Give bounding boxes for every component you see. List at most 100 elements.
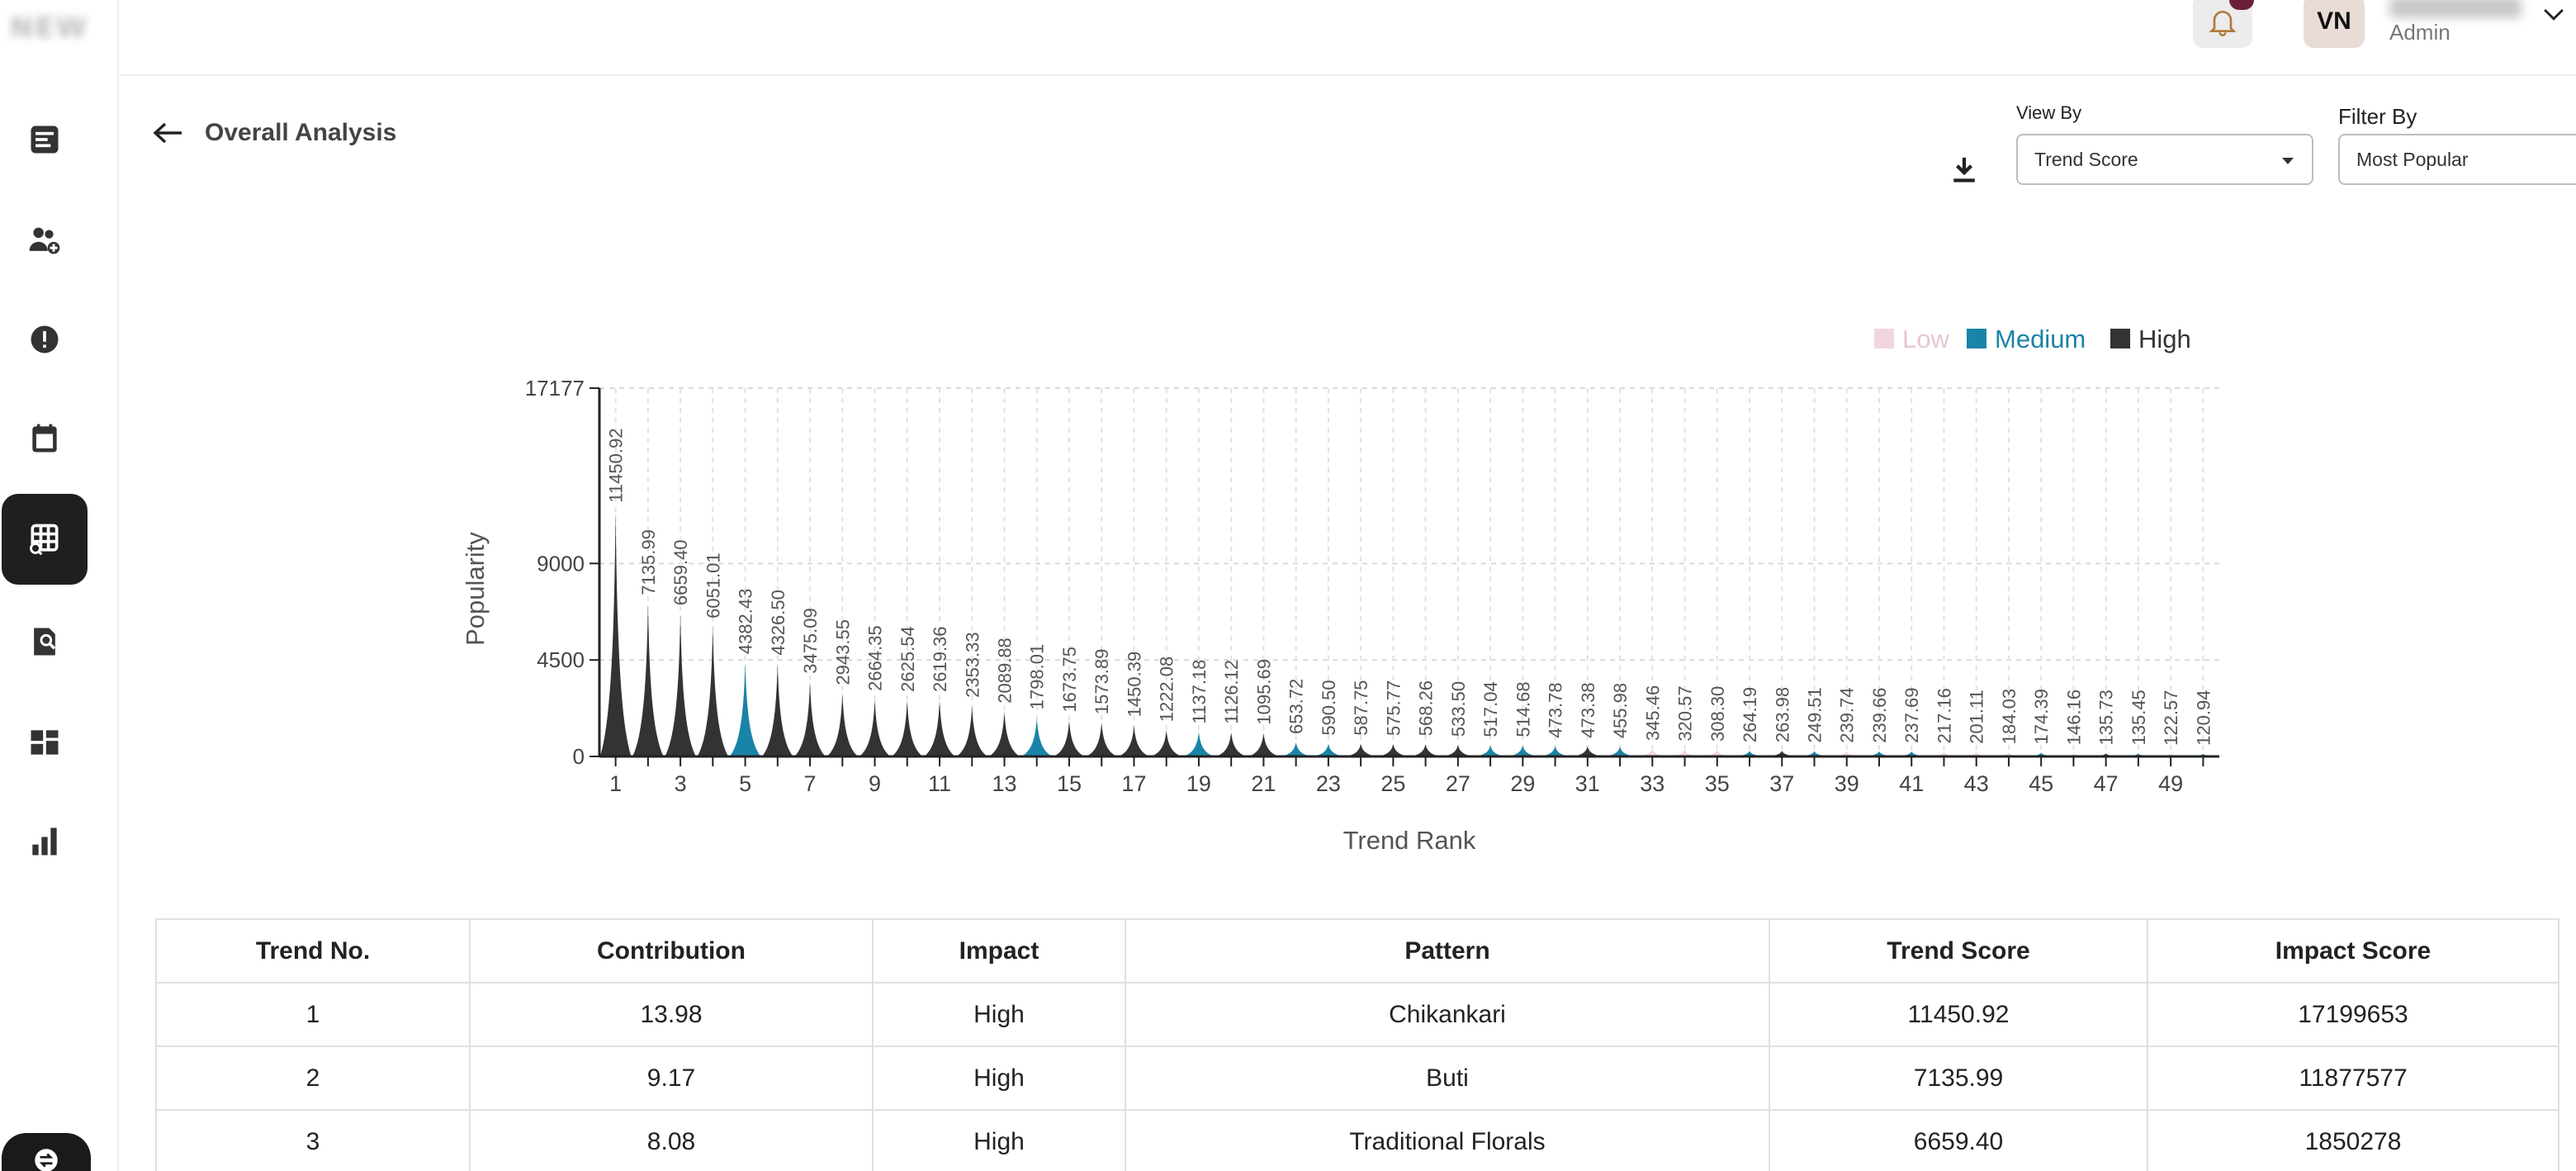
column-header-impact[interactable]: Impact bbox=[872, 918, 1126, 984]
chart-bar[interactable] bbox=[1475, 745, 1506, 756]
download-icon[interactable] bbox=[1950, 154, 1978, 185]
chart-bar[interactable] bbox=[1604, 747, 1636, 756]
column-header-contribution[interactable]: Contribution bbox=[469, 918, 874, 984]
sidebar-item-analytics[interactable] bbox=[2, 796, 88, 887]
chart-marks: 11450.92 7135.99 6659.40 6051.01 4382.43 4326… bbox=[599, 429, 2219, 756]
legend-swatch bbox=[1874, 329, 1894, 348]
chart-bar[interactable] bbox=[1701, 749, 1733, 756]
legend-swatch bbox=[2110, 329, 2130, 348]
chart-bar[interactable] bbox=[1571, 746, 1603, 756]
avatar[interactable]: VN bbox=[2304, 0, 2365, 48]
table-row[interactable]: 3 8.08 High Traditional Florals 6659.40 … bbox=[155, 1109, 2559, 1171]
chart-bar[interactable] bbox=[1669, 749, 1701, 756]
cell-trend-no: 2 bbox=[155, 1045, 471, 1111]
chart-bar[interactable] bbox=[1830, 751, 1863, 756]
cell-trend-score: 6659.40 bbox=[1769, 1109, 2148, 1171]
legend-label[interactable]: Medium bbox=[1995, 325, 2086, 353]
chart-bar[interactable] bbox=[1507, 745, 1539, 756]
chart-bar[interactable] bbox=[1734, 751, 1765, 756]
chart-bar[interactable] bbox=[1313, 743, 1344, 756]
chart-bar[interactable] bbox=[1409, 744, 1442, 756]
chart-bar[interactable] bbox=[1960, 751, 1992, 756]
chart-bar[interactable] bbox=[794, 681, 826, 756]
chart-bar[interactable] bbox=[1020, 718, 1053, 756]
sidebar-item-users[interactable] bbox=[2, 195, 88, 286]
chart-bar[interactable] bbox=[1863, 751, 1895, 756]
cell-pattern: Chikankari bbox=[1125, 982, 1770, 1047]
chart-bar[interactable] bbox=[1636, 749, 1669, 756]
sidebar-toggle-button[interactable] bbox=[2, 1133, 91, 1171]
sidebar-item-reports[interactable] bbox=[2, 94, 88, 185]
sidebar-item-calendar[interactable] bbox=[2, 393, 88, 484]
legend-label[interactable]: Low bbox=[1902, 325, 1949, 353]
x-tick-label: 29 bbox=[1510, 771, 1535, 796]
data-label: 1137.18 bbox=[1189, 660, 1210, 724]
chart-bar[interactable] bbox=[2090, 753, 2122, 756]
x-tick-label: 3 bbox=[675, 771, 687, 796]
chart-bar[interactable] bbox=[2025, 752, 2057, 756]
x-tick-label: 41 bbox=[1899, 771, 1924, 796]
chart-bar[interactable] bbox=[1345, 743, 1376, 756]
x-tick-label: 33 bbox=[1640, 771, 1664, 796]
calendar-icon bbox=[32, 424, 57, 453]
chart-bar[interactable] bbox=[665, 614, 696, 756]
chart-bar[interactable] bbox=[1054, 720, 1085, 756]
chart-bar[interactable] bbox=[1896, 751, 1928, 756]
x-tick-label: 43 bbox=[1964, 771, 1989, 796]
chart-bar[interactable] bbox=[924, 699, 955, 756]
chart-bar[interactable] bbox=[1798, 751, 1830, 756]
chart-bar[interactable] bbox=[761, 663, 793, 756]
chart-bar[interactable] bbox=[1215, 732, 1248, 756]
chart-bar[interactable] bbox=[2187, 753, 2219, 756]
view-by-select[interactable]: Trend Score bbox=[2016, 134, 2313, 185]
chart-bar[interactable] bbox=[891, 699, 923, 756]
chart-bar[interactable] bbox=[956, 705, 988, 756]
chart-bar[interactable] bbox=[1150, 730, 1182, 756]
chart-bar[interactable] bbox=[859, 699, 891, 756]
x-tick-label: 49 bbox=[2158, 771, 2183, 796]
chevron-down-icon[interactable] bbox=[2541, 5, 2566, 25]
filter-by-select[interactable]: Most Popular bbox=[2338, 134, 2576, 185]
column-header-trend-score[interactable]: Trend Score bbox=[1769, 918, 2148, 984]
chart-bar[interactable] bbox=[1442, 745, 1474, 756]
legend-label[interactable]: High bbox=[2138, 325, 2191, 353]
chart-bar[interactable] bbox=[1993, 752, 2024, 756]
chart-bar[interactable] bbox=[1183, 732, 1215, 756]
dashboard-icon bbox=[31, 730, 59, 755]
chart-bar[interactable] bbox=[1539, 746, 1571, 756]
data-label: 2353.33 bbox=[962, 632, 983, 698]
chart-bar[interactable] bbox=[599, 510, 632, 756]
chart-bar[interactable] bbox=[2155, 753, 2186, 756]
user-role: Admin bbox=[2389, 20, 2451, 45]
sidebar-item-trend-analysis[interactable] bbox=[2, 494, 88, 585]
chart-bar[interactable] bbox=[988, 711, 1020, 756]
table-row[interactable]: 1 13.98 High Chikankari 11450.92 1719965… bbox=[155, 982, 2559, 1047]
chart-bar[interactable] bbox=[826, 693, 859, 756]
data-label: 345.46 bbox=[1642, 685, 1663, 741]
y-tick-label: 17177 bbox=[525, 376, 585, 401]
sidebar-item-alerts[interactable] bbox=[2, 294, 88, 385]
chart-bar[interactable] bbox=[1928, 751, 1960, 756]
chart-bar[interactable] bbox=[697, 626, 729, 756]
chart-bar[interactable] bbox=[1280, 742, 1312, 756]
chart-bar[interactable] bbox=[1377, 744, 1409, 756]
chart-bar[interactable] bbox=[632, 603, 664, 756]
cell-pattern: Traditional Florals bbox=[1125, 1109, 1770, 1171]
chart-bar[interactable] bbox=[1086, 723, 1118, 756]
chart-bar[interactable] bbox=[2057, 753, 2090, 756]
chart-bar[interactable] bbox=[1766, 751, 1798, 756]
column-header-trend-no[interactable]: Trend No. bbox=[155, 918, 471, 984]
chart-bar[interactable] bbox=[2123, 753, 2154, 756]
column-header-impact-score[interactable]: Impact Score bbox=[2147, 918, 2559, 984]
chart-bar[interactable] bbox=[729, 662, 761, 756]
chart-bar[interactable] bbox=[1248, 732, 1280, 756]
table-row[interactable]: 2 9.17 High Buti 7135.99 11877577 bbox=[155, 1045, 2559, 1111]
data-label: 201.11 bbox=[1967, 690, 1987, 744]
column-header-pattern[interactable]: Pattern bbox=[1125, 918, 1770, 984]
sidebar-item-search-files[interactable] bbox=[2, 596, 88, 687]
back-arrow-icon[interactable] bbox=[152, 121, 183, 145]
data-label: 217.16 bbox=[1934, 688, 1954, 743]
data-label: 320.57 bbox=[1675, 685, 1696, 741]
chart-bar[interactable] bbox=[1118, 725, 1150, 756]
sidebar-item-dashboard[interactable] bbox=[2, 697, 88, 788]
